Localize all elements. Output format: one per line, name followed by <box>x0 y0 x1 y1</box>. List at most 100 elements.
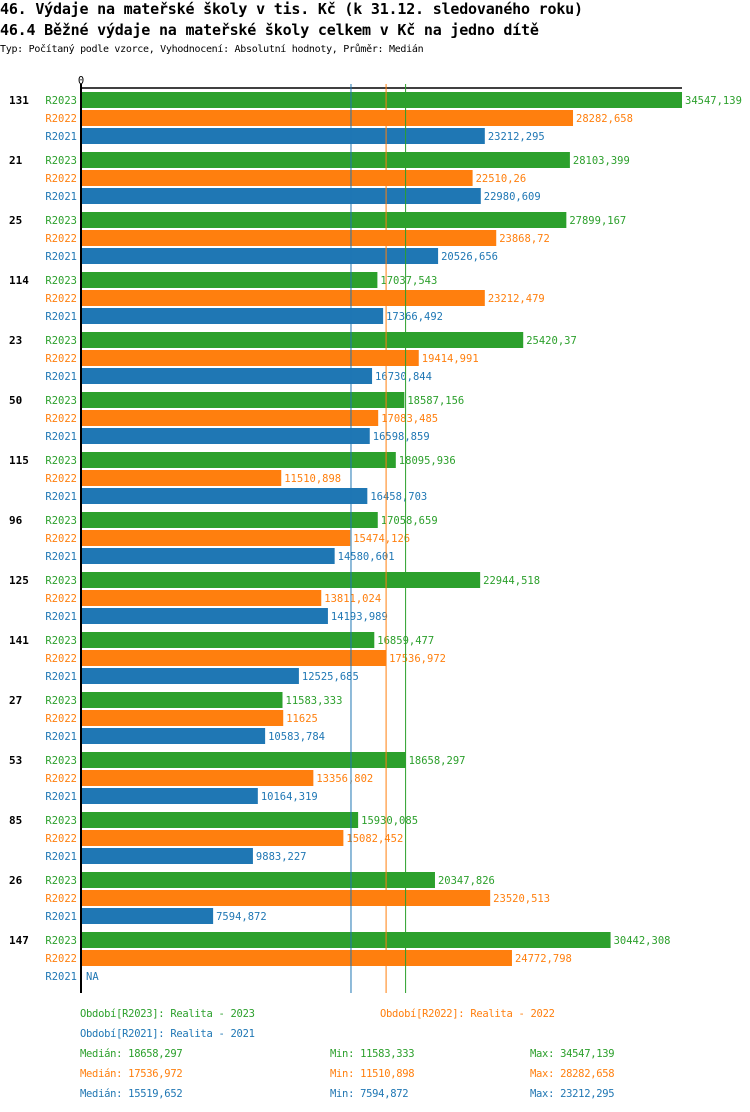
bar-r2022 <box>81 230 497 246</box>
data-label: 28282,658 <box>576 113 633 125</box>
data-label: 17083,485 <box>381 413 438 425</box>
series-label: R2021 <box>45 191 77 203</box>
series-label: R2023 <box>45 95 77 107</box>
category-label: 23 <box>9 334 22 347</box>
series-label: R2023 <box>45 455 77 467</box>
series-label: R2022 <box>45 713 77 725</box>
bar-r2022 <box>81 830 344 846</box>
series-label: R2022 <box>45 113 77 125</box>
bar-r2023 <box>81 872 435 888</box>
data-label: 16598,859 <box>373 431 430 443</box>
bar-r2022 <box>81 410 379 426</box>
category-label: 26 <box>9 874 23 887</box>
data-label: 22980,609 <box>484 191 541 203</box>
series-label: R2022 <box>45 953 77 965</box>
bar-r2021 <box>81 908 214 924</box>
category-label: 96 <box>9 514 23 527</box>
series-label: R2022 <box>45 533 77 545</box>
data-label: 15082,452 <box>346 833 403 845</box>
bar-r2023 <box>81 752 406 768</box>
category-label: 85 <box>9 814 22 827</box>
data-label: 9883,227 <box>256 851 307 863</box>
data-label: 25420,37 <box>526 335 577 347</box>
data-label: 13356,802 <box>316 773 373 785</box>
series-label: R2021 <box>45 911 77 923</box>
bar-r2022 <box>81 110 574 126</box>
bar-r2021 <box>81 128 485 144</box>
data-label: 11625 <box>286 713 318 725</box>
data-label: 13811,024 <box>324 593 381 605</box>
data-label: 17366,492 <box>386 311 443 323</box>
bar-r2023 <box>81 332 524 348</box>
bar-r2021 <box>81 728 266 744</box>
series-label: R2021 <box>45 491 77 503</box>
data-label: 23868,72 <box>499 233 550 245</box>
series-label: R2022 <box>45 413 77 425</box>
data-label: 20526,656 <box>441 251 498 263</box>
series-label: R2022 <box>45 353 77 365</box>
data-label: 16730,844 <box>375 371 432 383</box>
stat-max-r2023: Max: 34547,139 <box>530 1048 615 1060</box>
data-label: 23212,295 <box>488 131 545 143</box>
series-label: R2023 <box>45 155 77 167</box>
x-tick-label: 0 <box>78 75 84 87</box>
series-label: R2022 <box>45 173 77 185</box>
data-label: 18095,936 <box>399 455 456 467</box>
series-label: R2023 <box>45 635 77 647</box>
data-label: 22944,518 <box>483 575 540 587</box>
category-label: 114 <box>9 274 29 287</box>
bar-r2023 <box>81 572 481 588</box>
bar-r2021 <box>81 608 328 624</box>
data-label: 15930,085 <box>361 815 418 827</box>
bar-r2021 <box>81 368 373 384</box>
chart-title: 46. Výdaje na mateřské školy v tis. Kč (… <box>0 0 583 18</box>
data-label: 30442,308 <box>614 935 671 947</box>
bar-r2023 <box>81 452 396 468</box>
series-label: R2023 <box>45 575 77 587</box>
bar-r2021 <box>81 848 253 864</box>
bar-r2023 <box>81 92 682 108</box>
data-label: 28103,399 <box>573 155 630 167</box>
bar-r2023 <box>81 812 359 828</box>
bar-r2021 <box>81 308 384 324</box>
series-label: R2022 <box>45 833 77 845</box>
bar-r2023 <box>81 692 283 708</box>
bar-r2023 <box>81 212 567 228</box>
bar-r2022 <box>81 770 314 786</box>
series-label: R2022 <box>45 593 77 605</box>
category-label: 147 <box>9 934 29 947</box>
bar-r2023 <box>81 392 405 408</box>
series-label: R2022 <box>45 233 77 245</box>
data-label: 22510,26 <box>476 173 527 185</box>
bar-r2021 <box>81 488 368 504</box>
data-label: 18658,297 <box>409 755 466 767</box>
data-label: 14193,989 <box>331 611 388 623</box>
bar-r2022 <box>81 950 512 966</box>
bar-r2021 <box>81 428 370 444</box>
data-label: 11510,898 <box>284 473 341 485</box>
data-label: 12525,685 <box>302 671 359 683</box>
bar-r2023 <box>81 152 570 168</box>
data-label: 16458,703 <box>370 491 427 503</box>
series-label: R2023 <box>45 215 77 227</box>
legend-r2022: Období[R2022]: Realita - 2022 <box>380 1008 555 1020</box>
data-label: 23212,479 <box>488 293 545 305</box>
series-label: R2021 <box>45 311 77 323</box>
category-label: 25 <box>9 214 22 227</box>
series-label: R2023 <box>45 755 77 767</box>
series-label: R2021 <box>45 971 77 983</box>
category-label: 115 <box>9 454 29 467</box>
bar-r2021 <box>81 248 439 264</box>
series-label: R2021 <box>45 671 77 683</box>
bar-r2021 <box>81 668 299 684</box>
series-label: R2023 <box>45 515 77 527</box>
data-label: 14580,601 <box>338 551 395 563</box>
stat-min-r2021: Min: 7594,872 <box>330 1088 409 1100</box>
series-label: R2023 <box>45 275 77 287</box>
bar-r2021 <box>81 188 481 204</box>
legend-r2021: Období[R2021]: Realita - 2021 <box>80 1028 255 1040</box>
stat-median-r2021: Medián: 15519,652 <box>80 1088 183 1100</box>
series-label: R2021 <box>45 551 77 563</box>
category-label: 50 <box>9 394 22 407</box>
